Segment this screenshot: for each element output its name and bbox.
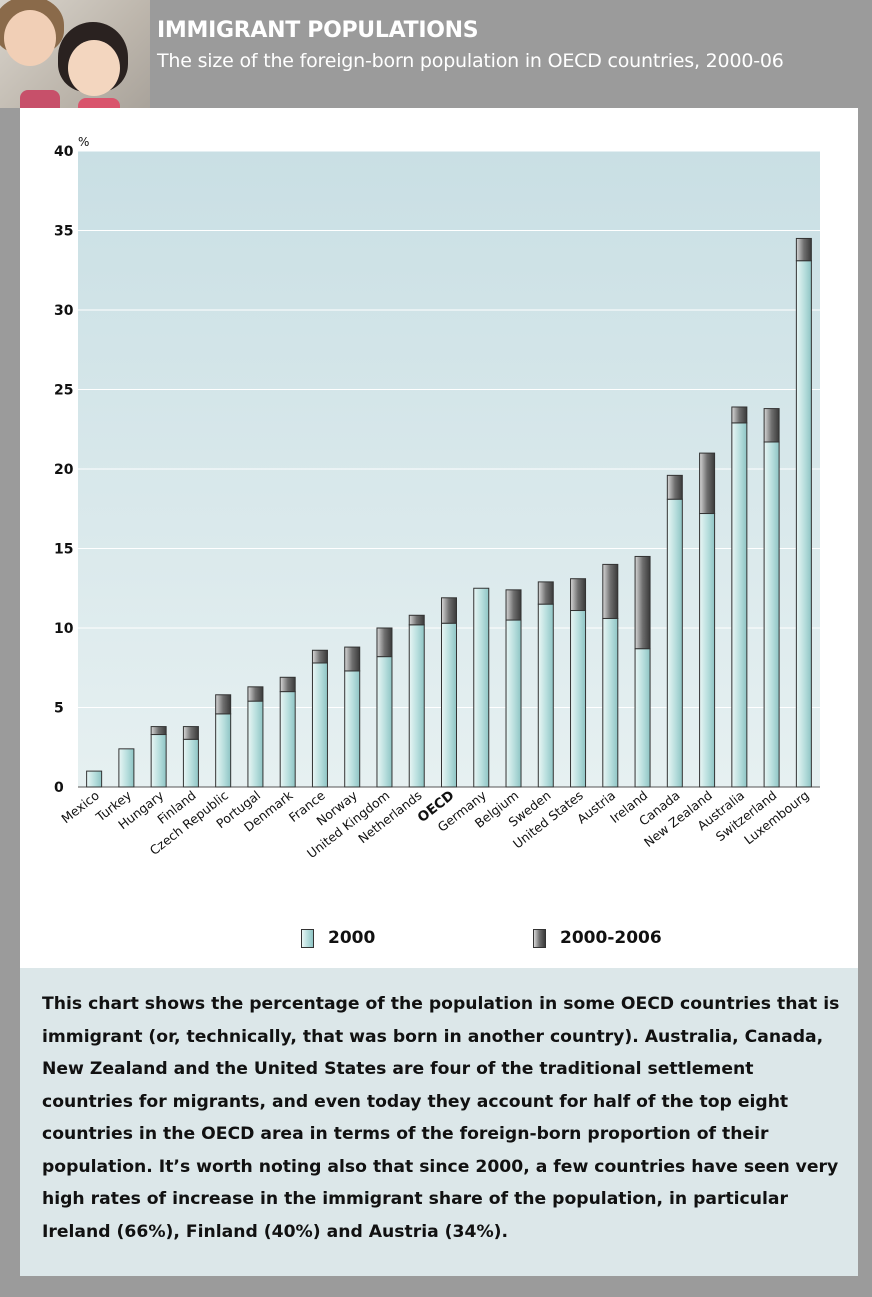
description-text: This chart shows the percentage of the p… bbox=[42, 994, 840, 1242]
bar-2000-2006-austria bbox=[602, 563, 619, 619]
y-axis-unit: % bbox=[78, 135, 89, 149]
page-subtitle: The size of the foreign-born population … bbox=[157, 50, 784, 72]
bar-2000-2006-united-states bbox=[570, 578, 587, 612]
bar-2000-germany bbox=[473, 587, 490, 788]
stacked-bar-chart: 0 5 10 15 20 25 30 35 40 % MexicoTurkeyHungaryFi… bbox=[54, 135, 820, 861]
description-box: This chart shows the percentage of the p… bbox=[20, 968, 858, 1276]
y-tick-label: 25 bbox=[54, 383, 73, 399]
bar-2000-oecd bbox=[441, 622, 457, 788]
header: IMMIGRANT POPULATIONS The size of the fo… bbox=[0, 0, 872, 108]
bar-2000-finland bbox=[182, 738, 199, 788]
bar-2000-belgium bbox=[505, 619, 522, 788]
bar-2000-2006-united-kingdom bbox=[376, 627, 393, 658]
bar-2000-hungary bbox=[150, 734, 167, 788]
legend: 2000 2000-2006 bbox=[20, 918, 858, 958]
bar-2000-australia bbox=[731, 422, 748, 788]
bar-2000-turkey bbox=[118, 748, 135, 788]
y-tick-label: 35 bbox=[54, 224, 73, 240]
bar-2000-2006-czech-republic bbox=[215, 694, 232, 715]
bar-2000-2006-luxembourg bbox=[795, 237, 812, 262]
y-axis: 0 5 10 15 20 25 30 35 40 bbox=[54, 144, 820, 796]
bar-2000-2006-hungary bbox=[150, 726, 167, 736]
bar-2000-2006-netherlands bbox=[408, 614, 425, 626]
bar-2000-sweden bbox=[537, 603, 554, 788]
bar-2000-2006-portugal bbox=[247, 686, 264, 702]
bar-2000-ireland bbox=[634, 648, 651, 788]
y-tick-label: 30 bbox=[54, 303, 74, 319]
page-title: IMMIGRANT POPULATIONS bbox=[157, 18, 479, 43]
bar-2000-2006-switzerland bbox=[763, 408, 780, 443]
bar-2000-netherlands bbox=[408, 624, 425, 788]
bar-2000-austria bbox=[602, 617, 619, 788]
bar-2000-united-kingdom bbox=[376, 656, 393, 788]
bar-2000-switzerland bbox=[763, 441, 780, 788]
legend-item-2000-2006: 2000-2006 bbox=[533, 928, 662, 948]
bar-2000-2006-ireland bbox=[634, 555, 651, 650]
bar-2000-2006-australia bbox=[731, 406, 748, 424]
children-photo bbox=[0, 0, 150, 108]
bar-2000-2006-canada bbox=[666, 474, 683, 500]
bars bbox=[86, 237, 812, 788]
bar-2000-luxembourg bbox=[795, 260, 812, 788]
y-tick-label: 15 bbox=[54, 542, 73, 558]
bar-2000-2006-new-zealand bbox=[699, 452, 716, 515]
y-tick-label: 10 bbox=[54, 621, 74, 637]
bar-2000-2006-norway bbox=[344, 646, 361, 672]
chart-panel: 0 5 10 15 20 25 30 35 40 % Mexico Turkey Hungary Fi… bbox=[20, 108, 858, 968]
bar-2000-united-states bbox=[570, 610, 587, 788]
legend-item-2000: 2000 bbox=[301, 928, 375, 948]
bar-2000-norway bbox=[344, 670, 361, 788]
bar-2000-2006-france bbox=[311, 649, 328, 664]
bar-2000-mexico bbox=[86, 770, 103, 788]
y-tick-label: 0 bbox=[54, 780, 64, 796]
bar-2000-denmark bbox=[279, 691, 296, 788]
bar-2000-czech-republic bbox=[215, 713, 232, 788]
bar-2000-2006-finland bbox=[182, 726, 199, 740]
bar-2000-france bbox=[311, 662, 328, 788]
bar-2000-2006-oecd bbox=[441, 597, 457, 624]
legend-label-2000-2006: 2000-2006 bbox=[560, 928, 662, 948]
bar-2000-2006-sweden bbox=[537, 581, 554, 605]
x-tick-label: Mexico bbox=[58, 788, 102, 827]
legend-swatch-2000 bbox=[301, 928, 314, 948]
legend-swatch-2000-2006 bbox=[533, 928, 546, 948]
bar-2000-new-zealand bbox=[699, 513, 716, 788]
bar-2000-2006-belgium bbox=[505, 589, 522, 621]
bar-2000-portugal bbox=[247, 700, 264, 788]
legend-label-2000: 2000 bbox=[328, 928, 376, 948]
y-tick-label: 40 bbox=[54, 144, 74, 160]
bar-2000-canada bbox=[666, 498, 683, 788]
y-tick-label: 5 bbox=[54, 701, 64, 717]
bar-2000-2006-denmark bbox=[279, 676, 296, 693]
y-tick-label: 20 bbox=[54, 462, 74, 478]
